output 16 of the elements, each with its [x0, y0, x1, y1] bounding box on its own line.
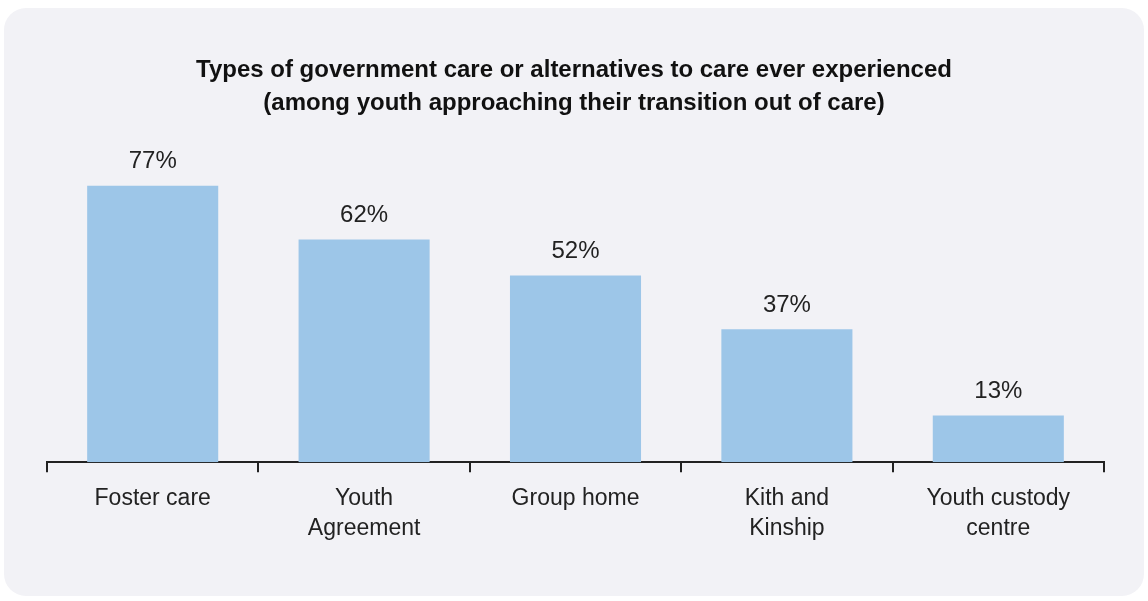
data-label: 62%	[340, 200, 389, 228]
x-tick-label: Group home	[511, 484, 640, 511]
data-label: 37%	[762, 289, 811, 317]
data-label: 77%	[128, 146, 177, 174]
x-tick-label: Youth custody centre	[926, 484, 1071, 541]
data-label: 52%	[551, 236, 600, 264]
x-tick-label: Youth Agreement	[307, 484, 421, 541]
data-label: 13%	[974, 376, 1023, 404]
chart-title: Types of government care or alternatives to care ever experienced (among youth approaching their transition out of care)	[195, 54, 953, 117]
bar	[298, 239, 430, 463]
bar	[87, 185, 219, 463]
x-tick-label: Kith and Kinship	[744, 484, 830, 541]
bar	[509, 275, 642, 463]
x-tick-label: Foster care	[94, 484, 211, 511]
bar	[932, 415, 1064, 463]
bar	[721, 329, 853, 463]
